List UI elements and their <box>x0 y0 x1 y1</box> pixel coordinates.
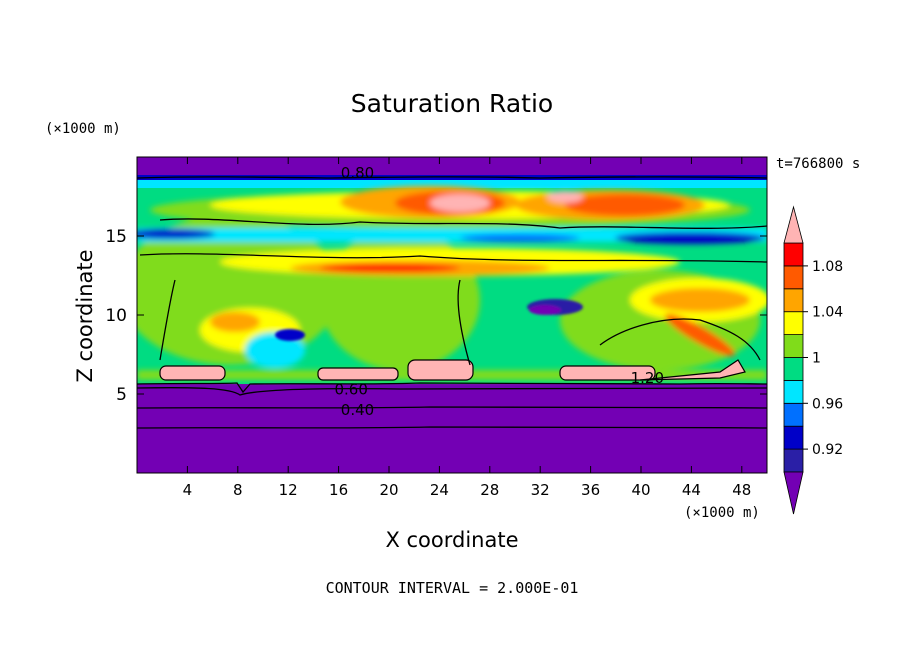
band-cyan-mid <box>137 228 767 242</box>
contour-080-upper <box>137 176 767 179</box>
colorbar-label: 1.04 <box>812 305 843 321</box>
blob-pink-4 <box>559 365 656 381</box>
contour-cloud-top <box>159 218 767 229</box>
band-red-mid <box>320 264 460 272</box>
patch-purple-core <box>529 305 561 315</box>
cloud-base-blobs <box>159 359 746 381</box>
x-unit-label: (×1000 m) <box>684 505 760 521</box>
colorbar-label: 0.96 <box>812 396 843 412</box>
colorbar-label: 0.92 <box>812 442 843 458</box>
band-pink-left <box>430 194 490 212</box>
colorbar-bin <box>783 425 804 450</box>
x-tick-label: 20 <box>379 481 398 499</box>
colorbar-bin <box>783 311 804 336</box>
x-tick-label: 44 <box>682 481 701 499</box>
y-axis-ticks: 5 10 15 <box>105 227 767 405</box>
blob-pink-5 <box>639 359 746 381</box>
band-blue-left <box>137 229 215 239</box>
contour-060 <box>137 387 767 396</box>
contour-020 <box>137 426 767 429</box>
saturation-field: 0.80 0.60 0.40 1.20 <box>137 157 767 473</box>
colorbar: 0.92 0.96 1 1.04 1.08 <box>783 205 843 515</box>
band-red-diagonal <box>665 313 735 357</box>
contour-left-cloud <box>159 279 176 361</box>
x-tick-label: 36 <box>581 481 600 499</box>
upper-dry-layer <box>137 157 767 177</box>
colorbar-over-triangle <box>783 205 804 244</box>
patch-blue-left <box>275 329 305 341</box>
chart-title: Saturation Ratio <box>351 89 553 118</box>
x-axis-label: X coordinate <box>385 528 518 552</box>
y-axis-label: Z coordinate <box>73 249 97 382</box>
time-label: t=766800 s <box>776 156 860 172</box>
colorbar-bin <box>783 448 804 473</box>
band-red-right <box>565 194 685 216</box>
colorbar-bin <box>783 265 804 290</box>
band-blue-right <box>615 232 765 244</box>
lower-dry-layer <box>137 384 767 473</box>
x-tick-label: 12 <box>279 481 298 499</box>
upper-layer-blue <box>137 175 767 181</box>
blob-pink-1 <box>159 365 226 381</box>
colorbar-bin <box>783 334 804 358</box>
blob-pink-2 <box>317 367 399 381</box>
contour-label: 0.60 <box>334 380 367 398</box>
contour-label: 0.80 <box>341 164 374 182</box>
colorbar-label: 1 <box>812 351 821 367</box>
colorbar-label: 1.08 <box>812 259 843 275</box>
x-tick-label: 8 <box>233 481 243 499</box>
x-tick-label: 28 <box>480 481 499 499</box>
y-tick-label: 10 <box>105 306 127 326</box>
contour-mid-band <box>139 253 767 263</box>
contour-label: 1.20 <box>631 369 664 387</box>
colorbar-under-triangle <box>783 471 804 515</box>
band-orange-right-low <box>650 288 750 312</box>
contour-lines <box>137 176 767 429</box>
contour-040 <box>137 406 767 409</box>
y-unit-label: (×1000 m) <box>45 121 121 137</box>
x-tick-label: 4 <box>183 481 193 499</box>
contour-right-cloud <box>599 318 761 361</box>
band-blue-center <box>460 234 580 242</box>
upper-layer-cyan <box>137 180 767 188</box>
x-tick-label: 24 <box>430 481 449 499</box>
blob-pink-3 <box>407 359 474 381</box>
x-tick-label: 32 <box>531 481 550 499</box>
patch-orange-left <box>210 312 260 332</box>
contour-labels: 0.80 0.60 0.40 1.20 <box>334 164 664 419</box>
colorbar-bin <box>783 402 804 427</box>
y-tick-label: 15 <box>105 227 127 247</box>
contour-cloud-base <box>137 382 767 394</box>
colorbar-bin <box>783 242 804 267</box>
colorbar-bin <box>783 357 804 381</box>
contour-label: 0.40 <box>341 401 374 419</box>
x-tick-label: 40 <box>631 481 650 499</box>
x-tick-label: 48 <box>732 481 751 499</box>
band-pink-right <box>547 191 583 203</box>
x-tick-label: 16 <box>329 481 348 499</box>
contour-interval-note: CONTOUR INTERVAL = 2.000E-01 <box>326 579 579 597</box>
y-tick-label: 5 <box>116 385 127 405</box>
colorbar-bin <box>783 379 804 404</box>
contour-center-cloud <box>457 279 471 366</box>
x-axis-ticks: 4 8 12 16 20 24 28 32 36 40 44 48 <box>183 157 751 499</box>
colorbar-bin <box>783 288 804 313</box>
